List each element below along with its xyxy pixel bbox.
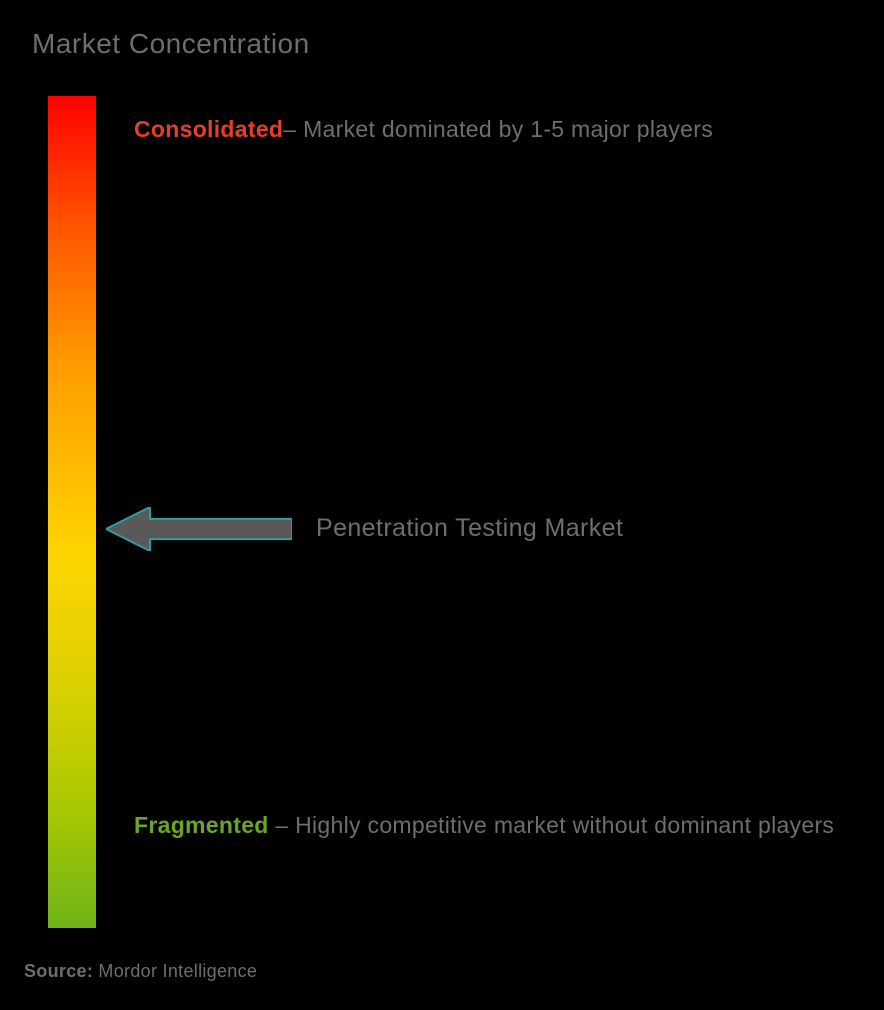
- left-arrow-icon: [106, 507, 292, 551]
- page-title: Market Concentration: [32, 28, 310, 60]
- consolidated-term: Consolidated: [134, 116, 283, 142]
- fragmented-term: Fragmented: [134, 812, 269, 838]
- market-position-marker: Penetration Testing Market: [106, 507, 623, 551]
- consolidated-label: Consolidated– Market dominated by 1-5 ma…: [134, 102, 844, 157]
- fragmented-label: Fragmented – Highly competitive market w…: [134, 798, 844, 853]
- source-label: Source:: [24, 961, 93, 981]
- source-attribution: Source: Mordor Intelligence: [24, 961, 257, 982]
- source-value: Mordor Intelligence: [93, 961, 257, 981]
- concentration-gradient-bar: [48, 96, 96, 928]
- marker-label: Penetration Testing Market: [316, 514, 623, 543]
- consolidated-desc: – Market dominated by 1-5 major players: [283, 116, 713, 142]
- fragmented-desc: – Highly competitive market without domi…: [269, 812, 835, 838]
- title-text: Market Concentration: [32, 28, 310, 59]
